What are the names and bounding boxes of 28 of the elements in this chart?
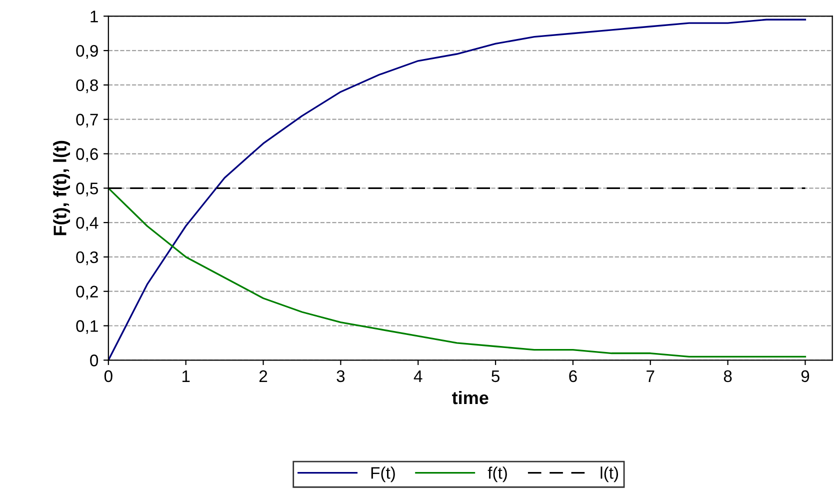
y-tick-label: 0,5 <box>76 182 98 196</box>
x-tick-label: 0 <box>104 370 112 382</box>
x-tick-label: 2 <box>259 370 268 382</box>
legend-label: f(t) <box>488 466 507 482</box>
y-tick-label: 1 <box>90 10 98 22</box>
y-tick-label: 0,6 <box>76 148 98 162</box>
y-tick-label: 0,3 <box>76 251 98 266</box>
y-tick-label: 0,8 <box>76 79 98 94</box>
legend-label: l(t) <box>600 466 618 482</box>
y-axis-title: F(t), f(t), l(t) <box>53 140 70 236</box>
x-tick-label: 9 <box>801 370 810 382</box>
line-series <box>108 18 806 360</box>
y-tick-label: 0,7 <box>76 114 98 128</box>
y-tick-label: 0,4 <box>76 216 98 231</box>
x-tick-label: 4 <box>414 370 422 382</box>
x-axis-title: time <box>452 390 488 404</box>
y-tick-label: 0,9 <box>76 44 98 59</box>
x-tick-label: 1 <box>182 370 190 382</box>
x-tick-label: 3 <box>336 370 345 382</box>
y-tick-label: 0,2 <box>76 286 98 300</box>
y-tick-label: 0,1 <box>76 320 98 334</box>
legend-label: F(t) <box>371 466 395 482</box>
x-tick-label: 5 <box>492 370 500 382</box>
x-tick-label: 6 <box>569 370 577 382</box>
line-series <box>108 187 806 358</box>
x-tick-label: 8 <box>724 370 732 382</box>
x-tick-label: 7 <box>646 370 654 382</box>
y-tick-label: 0 <box>90 354 98 366</box>
